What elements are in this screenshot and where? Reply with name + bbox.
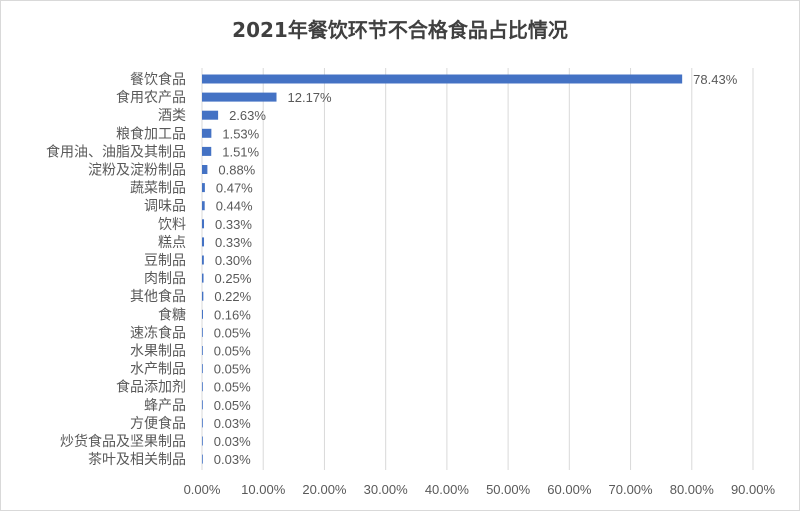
category-label: 调味品 (144, 199, 186, 215)
category-label: 方便食品 (130, 415, 186, 432)
x-tick-label: 10.00% (241, 482, 286, 497)
bar (202, 219, 205, 229)
data-label: 0.22% (214, 289, 251, 304)
data-label: 0.44% (216, 199, 253, 214)
data-label: 0.47% (216, 181, 253, 196)
x-tick-label: 40.00% (425, 482, 470, 497)
x-tick-label: 90.00% (731, 482, 776, 497)
data-label: 0.33% (215, 217, 252, 232)
category-label: 酒类 (158, 108, 186, 124)
data-label: 0.03% (214, 416, 251, 431)
x-tick-label: 0.00% (184, 482, 221, 497)
category-label: 饮料 (158, 217, 186, 233)
data-label: 0.05% (214, 325, 251, 340)
data-label: 0.05% (214, 398, 251, 413)
bar (202, 183, 205, 193)
category-label: 糕点 (158, 235, 186, 251)
bar (202, 273, 204, 283)
x-tick-label: 30.00% (364, 482, 409, 497)
category-label: 炒货食品及坚果制品 (60, 433, 186, 450)
data-label: 0.25% (215, 271, 252, 286)
data-label: 0.33% (215, 235, 252, 250)
bar (202, 110, 219, 120)
bar (202, 309, 203, 319)
data-label: 0.88% (218, 163, 255, 178)
category-label: 肉制品 (144, 271, 186, 287)
category-label: 餐饮食品 (130, 71, 186, 88)
bar (202, 237, 205, 247)
chart-title: 2021年餐饮环节不合格食品占比情况 (232, 18, 568, 42)
bar (202, 418, 203, 428)
x-tick-label: 60.00% (547, 482, 592, 497)
bar (202, 165, 208, 174)
bar (202, 364, 203, 374)
bar (202, 128, 212, 138)
category-label: 豆制品 (144, 253, 186, 269)
data-label: 78.43% (693, 72, 738, 87)
data-label: 0.05% (214, 362, 251, 377)
category-label: 食糖 (158, 306, 186, 323)
x-tick-label: 80.00% (670, 482, 715, 497)
bar (202, 255, 204, 265)
bar (202, 382, 203, 392)
category-label: 食品添加剂 (116, 379, 186, 396)
data-label: 1.51% (222, 144, 259, 159)
bar (202, 346, 203, 355)
data-label: 1.53% (222, 126, 259, 141)
bar (202, 436, 203, 446)
category-label: 其他食品 (130, 288, 186, 305)
bar (202, 146, 212, 156)
category-label: 速冻食品 (130, 324, 186, 341)
data-label: 0.03% (214, 434, 251, 449)
category-label: 食用农产品 (116, 89, 186, 106)
bar (202, 92, 277, 102)
data-label: 0.30% (215, 253, 252, 268)
category-label: 茶叶及相关制品 (88, 452, 186, 468)
x-tick-label: 20.00% (302, 482, 347, 497)
data-label: 2.63% (229, 108, 266, 123)
category-label: 蔬菜制品 (130, 181, 186, 197)
data-label: 0.16% (214, 307, 251, 322)
bar (202, 400, 203, 410)
category-label: 淀粉及淀粉制品 (88, 163, 186, 179)
bar (202, 201, 205, 211)
category-label: 水产制品 (130, 362, 186, 378)
bar (202, 327, 203, 337)
category-label: 食用油、油脂及其制品 (46, 143, 186, 160)
bar (202, 74, 683, 84)
category-label: 粮食加工品 (116, 125, 186, 142)
data-label: 0.05% (214, 344, 251, 359)
bar (202, 454, 203, 464)
data-label: 12.17% (288, 90, 333, 105)
x-tick-label: 50.00% (486, 482, 531, 497)
category-label: 蜂产品 (144, 398, 186, 414)
data-label: 0.03% (214, 452, 251, 467)
data-label: 0.05% (214, 380, 251, 395)
bar (202, 291, 204, 301)
category-label: 水果制品 (130, 344, 186, 360)
x-tick-label: 70.00% (609, 482, 654, 497)
